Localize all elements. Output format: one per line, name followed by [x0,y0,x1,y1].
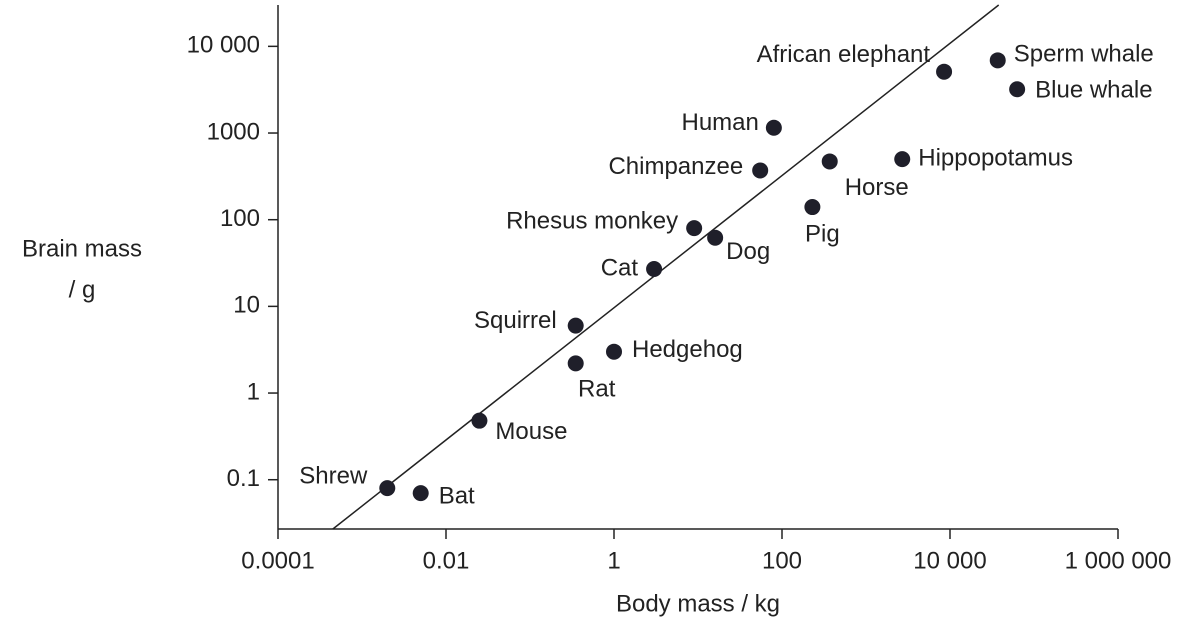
point-label: Chimpanzee [608,153,743,180]
point [989,52,1006,69]
point-label: Sperm whale [1014,41,1154,68]
point-label: Human [681,109,758,136]
point [707,229,724,246]
point [804,199,821,216]
x-tick-label: 0.0001 [241,547,314,574]
x-tick-label: 0.01 [423,547,470,574]
point-label: African elephant [757,41,931,68]
point [471,412,488,429]
point-label: Hippopotamus [918,144,1073,171]
point [379,480,396,497]
point [567,355,584,372]
point-label: Hedgehog [632,336,743,363]
point [567,317,584,334]
point-label: Dog [726,238,770,265]
point-label: Blue whale [1035,77,1152,104]
y-tick-label: 0.1 [227,465,260,492]
x-tick-label: 1 [607,547,620,574]
point [686,220,703,237]
point [821,153,838,170]
point-label: Rhesus monkey [506,207,678,234]
point [752,162,769,179]
y-tick-label: 10 [233,292,260,319]
x-tick-label: 100 [762,547,802,574]
point [894,151,911,168]
y-axis-title: Brain mass [22,235,142,262]
y-tick-label: 1000 [207,118,260,145]
point-label: Cat [601,254,639,281]
x-tick-label: 1 000 000 [1065,547,1172,574]
point [646,260,663,277]
y-axis-title: / g [69,276,96,303]
point-label: Squirrel [474,307,557,334]
point-label: Bat [439,482,475,509]
point [606,343,622,360]
point-label: Shrew [299,462,368,489]
y-tick-label: 10 000 [187,32,260,59]
point-label: Rat [578,376,616,403]
point-label: Pig [805,220,840,247]
point-label: Mouse [495,418,567,445]
trend-line [332,4,1000,530]
point [936,63,953,80]
point [1009,81,1026,98]
point [412,485,429,502]
y-tick-label: 100 [220,205,260,232]
point-label: Horse [845,174,909,201]
x-tick-label: 10 000 [913,547,986,574]
y-tick-label: 1 [247,378,260,405]
point [765,119,782,136]
x-axis-title: Body mass / kg [616,590,780,617]
